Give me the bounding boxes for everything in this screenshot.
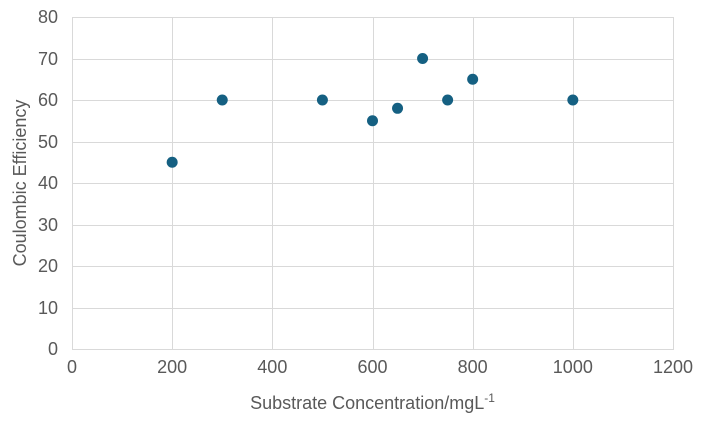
data-point (392, 102, 404, 114)
x-tick-label: 200 (157, 357, 188, 377)
x-tick-label: 0 (66, 357, 77, 377)
y-tick-label: 30 (37, 214, 58, 235)
x-axis-title: Substrate Concentration/mgL-1 (72, 391, 673, 415)
y-tick-label: 10 (37, 297, 58, 318)
y-tick-label: 40 (37, 173, 58, 193)
data-point (166, 156, 178, 168)
y-tick-label: 80 (37, 7, 58, 27)
x-tick-label: 1000 (552, 357, 593, 377)
data-point (367, 115, 378, 127)
x-tick-label: 400 (257, 357, 288, 377)
y-axis-title: Coulombic Efficiency (10, 99, 30, 267)
y-tick-label: 60 (37, 90, 58, 110)
data-point (316, 94, 328, 106)
data-point (216, 94, 228, 106)
x-tick-label: 600 (357, 357, 388, 377)
data-point (467, 73, 479, 85)
y-tick-label: 70 (37, 48, 58, 69)
x-axis-title-text: Substrate Concentration/mgL (250, 393, 485, 413)
data-point (442, 94, 454, 106)
data-point (567, 94, 579, 106)
x-tick-label: 800 (457, 357, 488, 377)
x-tick-label: 1200 (652, 357, 694, 377)
y-tick-label: 50 (37, 131, 58, 152)
y-tick-label: 20 (37, 256, 58, 276)
x-axis-title-superscript: -1 (484, 391, 495, 405)
y-tick-label: 0 (47, 339, 58, 359)
data-point (417, 53, 429, 64)
plot-border (72, 17, 674, 350)
